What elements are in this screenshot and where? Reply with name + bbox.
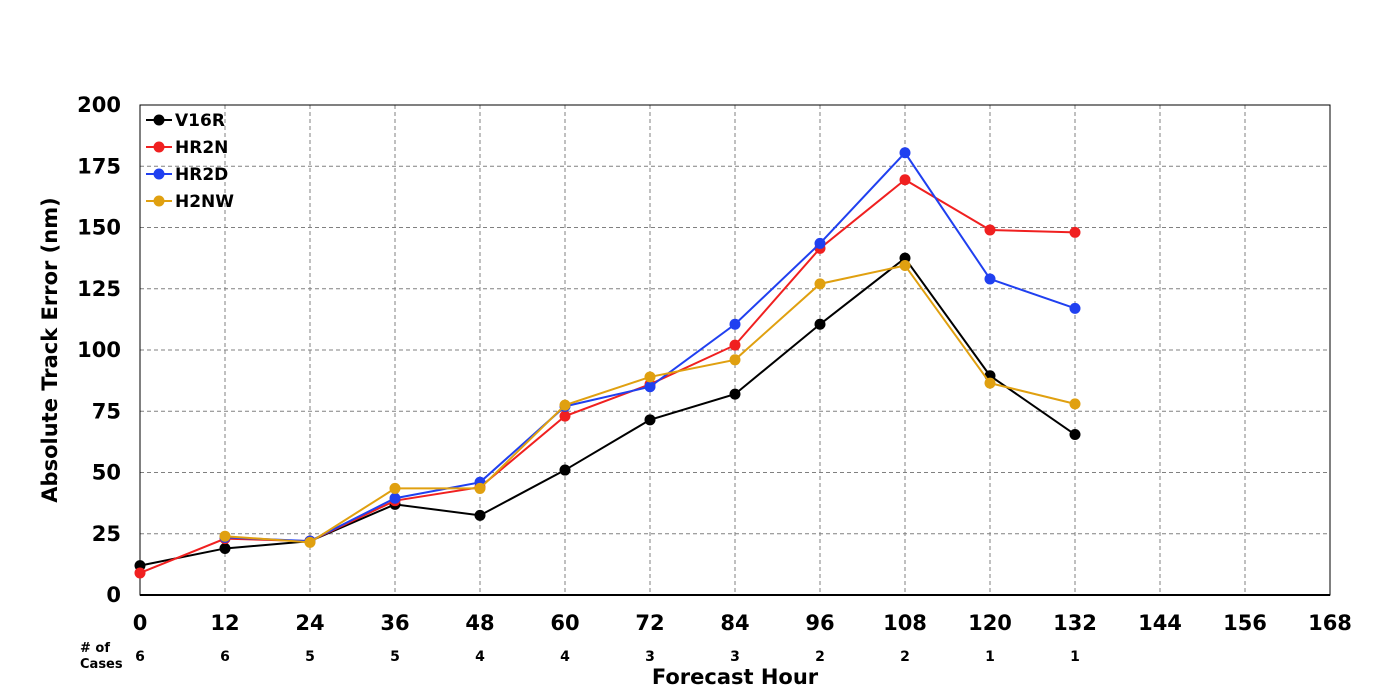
data-point-H2NW-132 [1069,398,1081,410]
data-point-H2NW-72 [644,371,656,383]
data-point-V16R-72 [644,414,656,426]
data-point-HR2N-132 [1069,226,1081,238]
x-tick-label-7: 84 [720,611,749,635]
legend-item-V16R: V16R [146,111,225,131]
case-count-96: 2 [815,649,825,665]
data-point-H2NW-12 [219,530,231,542]
cases-heading-line2: Cases [80,657,123,672]
data-point-HR2D-120 [984,273,996,285]
data-point-HR2N-84 [729,339,741,351]
x-tick-label-13: 156 [1223,611,1267,635]
legend-item-HR2D: HR2D [146,165,228,185]
y-tick-label-3: 75 [92,399,121,423]
y-tick-label-8: 200 [77,93,121,117]
y-tick-label-4: 100 [77,338,121,362]
x-tick-label-9: 108 [883,611,927,635]
x-axis-ticks: 0 12 24 36 48 60 72 84 96 108 120 132 144 156 168 [133,611,1352,635]
case-count-108: 2 [900,649,910,665]
data-point-HR2D-84 [729,318,741,330]
case-count-36: 5 [390,649,400,665]
y-tick-label-1: 25 [92,522,121,546]
data-point-HR2N-108 [899,174,911,186]
data-point-V16R-60 [559,464,571,476]
data-point-HR2D-72 [644,381,656,393]
case-count-72: 3 [645,649,655,665]
case-count-0: 6 [135,649,145,665]
legend: V16R HR2N HR2D H2NW [146,111,234,212]
y-axis-ticks: 0 25 50 75 100 125 150 175 200 [77,93,121,607]
case-count-12: 6 [220,649,230,665]
x-tick-label-11: 132 [1053,611,1097,635]
series-line-V16R [139,256,1076,567]
x-tick-label-6: 72 [635,611,664,635]
data-point-HR2N-0 [134,567,146,579]
data-point-H2NW-84 [729,354,741,366]
case-count-84: 3 [730,649,740,665]
legend-label-H2NW: H2NW [175,192,234,212]
case-count-60: 4 [560,649,570,665]
data-point-V16R-96 [814,318,826,330]
legend-marker-H2NW [153,195,165,207]
x-tick-label-12: 144 [1138,611,1182,635]
legend-marker-HR2D [153,168,165,180]
legend-label-HR2N: HR2N [175,138,228,158]
x-tick-label-14: 168 [1308,611,1352,635]
data-point-HR2D-132 [1069,302,1081,314]
y-tick-label-7: 175 [77,154,121,178]
y-tick-label-2: 50 [92,461,121,485]
y-axis-title: Absolute Track Error (nm) [38,197,62,502]
data-point-V16R-48 [474,509,486,521]
data-point-HR2N-120 [984,224,996,236]
legend-item-HR2N: HR2N [146,138,228,158]
case-count-48: 4 [475,649,485,665]
series-H2NW [219,259,1081,548]
data-point-H2NW-120 [984,377,996,389]
data-point-HR2N-60 [559,410,571,422]
data-point-V16R-132 [1069,429,1081,441]
legend-label-V16R: V16R [175,111,225,131]
data-point-HR2D-96 [814,237,826,249]
data-point-H2NW-24 [304,536,316,548]
x-axis-title: Forecast Hour [652,665,819,689]
y-tick-label-0: 0 [106,583,121,607]
data-point-H2NW-36 [389,482,401,494]
legend-marker-V16R [153,114,165,126]
case-count-24: 5 [305,649,315,665]
data-point-H2NW-48 [474,482,486,494]
data-point-HR2D-108 [899,147,911,159]
cases-heading-line1: # of [80,641,110,656]
data-point-HR2D-36 [389,492,401,504]
data-point-H2NW-96 [814,278,826,290]
y-tick-label-5: 125 [77,277,121,301]
case-counts: # of Cases 6 6 5 5 4 4 3 3 2 2 1 1 [80,641,1080,672]
data-point-H2NW-60 [559,399,571,411]
legend-item-H2NW: H2NW [146,192,234,212]
x-tick-label-10: 120 [968,611,1012,635]
x-tick-label-3: 36 [380,611,409,635]
data-point-V16R-84 [729,388,741,400]
x-tick-label-5: 60 [550,611,579,635]
case-count-132: 1 [1070,649,1080,665]
x-tick-label-0: 0 [133,611,148,635]
series [134,147,1081,579]
x-tick-label-8: 96 [805,611,834,635]
legend-marker-HR2N [153,141,165,153]
data-point-V16R-12 [219,542,231,554]
legend-label-HR2D: HR2D [175,165,228,185]
case-count-120: 1 [985,649,995,665]
x-tick-label-2: 24 [295,611,324,635]
data-point-H2NW-108 [899,259,911,271]
x-tick-label-4: 48 [465,611,494,635]
x-tick-label-1: 12 [210,611,239,635]
y-tick-label-6: 150 [77,216,121,240]
